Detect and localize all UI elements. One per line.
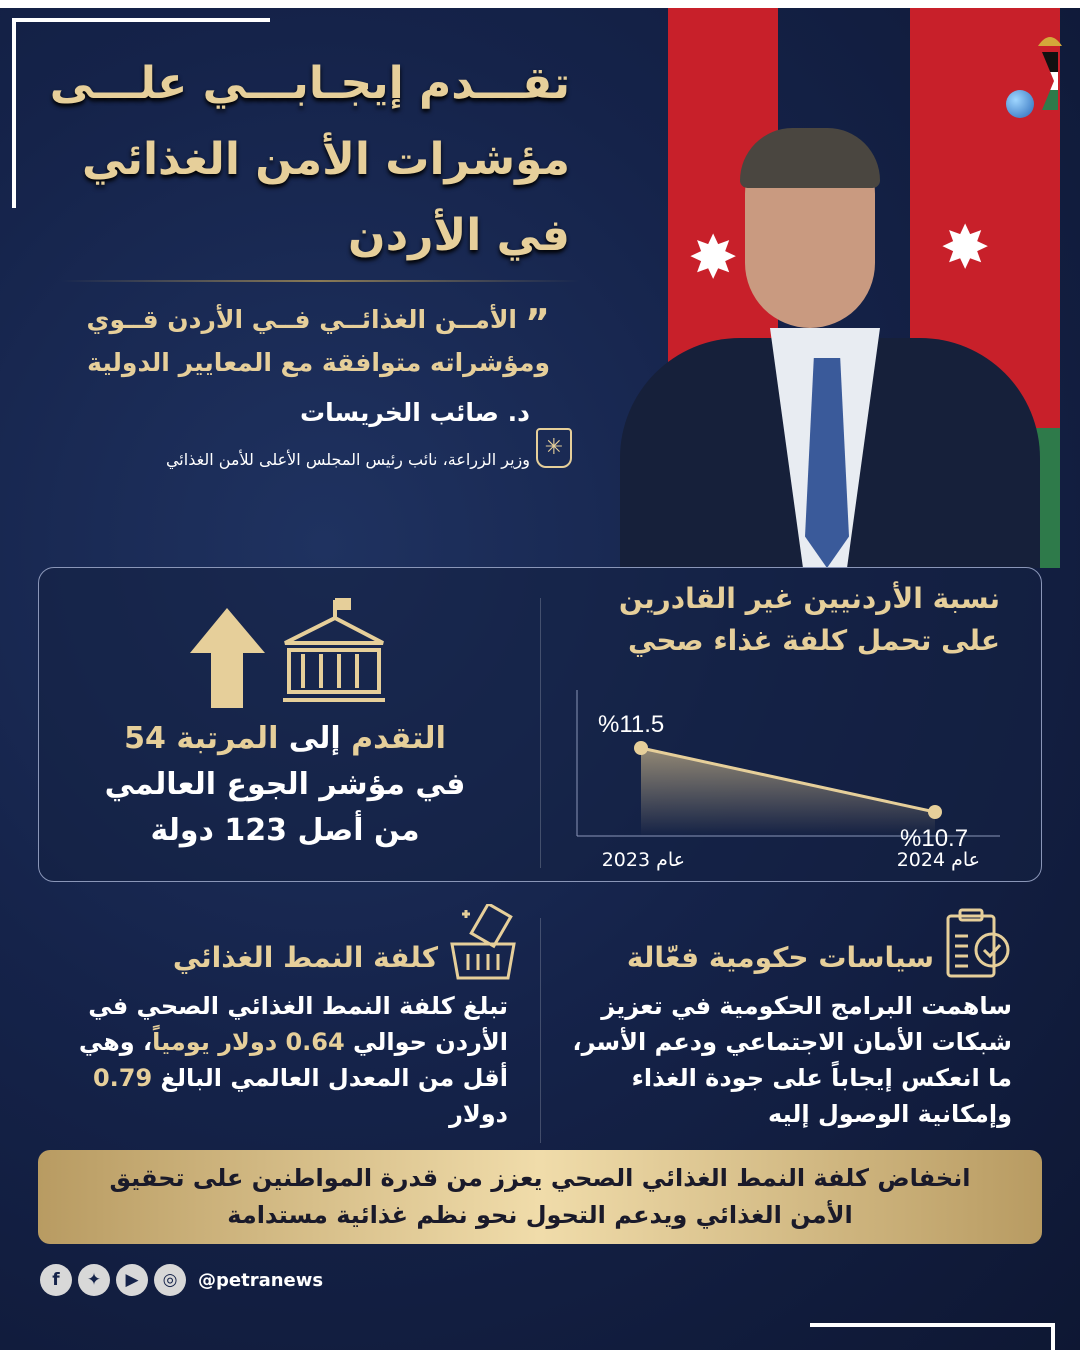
corner-frame xyxy=(12,18,270,208)
corner-frame xyxy=(810,1323,1055,1350)
global-value: 0.79 xyxy=(92,1064,153,1092)
social-footer: f ✦ ▶ ◎ @petranews xyxy=(38,1262,1042,1298)
banner-line: انخفاض كلفة النمط الغذائي الصحي يعزز من … xyxy=(109,1164,971,1192)
infographic: ✸ ✸ تقـــدم إيجـابـــي علـــى مؤشرات الأ… xyxy=(0,8,1080,1350)
body-line: وإمكانية الوصول إليه xyxy=(768,1100,1012,1128)
minister-photo: ✸ ✸ xyxy=(590,8,1080,568)
rank-text: من أصل 123 دولة xyxy=(150,813,420,848)
body-text: تبلغ كلفة النمط الغذائي الصحي في الأردن … xyxy=(88,992,508,1056)
institution-icon xyxy=(283,598,385,702)
cost-value: 0.64 دولار يومياً xyxy=(152,1028,345,1056)
divider xyxy=(60,280,580,282)
star-icon: ✸ xyxy=(688,223,739,293)
instagram-icon[interactable]: ◎ xyxy=(154,1264,186,1296)
quote-line: الأمــن الغذائــي فــي الأردن قــوي xyxy=(86,305,518,334)
cost-title: كلفة النمط الغذائي xyxy=(172,941,438,974)
rank-text: في مؤشر الجوع العالمي xyxy=(104,767,466,802)
rank-text: إلى xyxy=(278,721,341,756)
policies-title: سياسات حكومية فعّالة xyxy=(626,941,934,974)
petra-logo-icon xyxy=(1038,37,1062,110)
quote-line: ومؤشراته متوافقة مع المعايير الدولية xyxy=(87,348,550,377)
twitter-icon[interactable]: ✦ xyxy=(78,1264,110,1296)
title-line: تقـــدم إيجـابـــي علـــى xyxy=(49,58,570,109)
page-title: تقـــدم إيجـابـــي علـــى مؤشرات الأمن ا… xyxy=(20,46,570,274)
globe-icon xyxy=(1006,90,1034,118)
bottom-section: كلفة النمط الغذائي تبلغ كلفة النمط الغذا… xyxy=(38,904,1042,1298)
divider xyxy=(540,918,541,1143)
cost-section: كلفة النمط الغذائي تبلغ كلفة النمط الغذا… xyxy=(38,904,528,1132)
body-line: ساهمت البرامج الحكومية في تعزيز xyxy=(601,992,1012,1020)
data-point xyxy=(634,741,648,755)
banner-line: الأمن الغذائي ويدعم التحول نحو نظم غذائي… xyxy=(227,1201,853,1229)
quote: ”الأمــن الغذائــي فــي الأردن قــوي ومؤ… xyxy=(40,300,550,383)
cost-body: تبلغ كلفة النمط الغذائي الصحي في الأردن … xyxy=(38,988,528,1132)
facebook-icon[interactable]: f xyxy=(40,1264,72,1296)
rank-text: التقدم xyxy=(340,721,446,756)
rank-icons xyxy=(190,598,385,708)
body-text: ، وهي أقل من المعدل العالمي البالغ xyxy=(78,1028,508,1092)
title-line: في الأردن xyxy=(348,210,570,261)
series-line xyxy=(640,746,936,814)
data-label: %11.5 xyxy=(598,711,664,738)
data-label: %10.7 xyxy=(900,825,968,852)
hair xyxy=(740,128,880,188)
policies-body: ساهمت البرامج الحكومية في تعزيز شبكات ال… xyxy=(552,988,1042,1132)
rank-value: المرتبة 54 xyxy=(124,721,279,756)
ministry-badge-icon: ✳ xyxy=(536,428,572,468)
data-point xyxy=(928,805,942,819)
policies-section: سياسات حكومية فعّالة ساهمت البرامج الحكو… xyxy=(552,904,1042,1132)
line-chart: %11.5 %10.7 عام 2023 عام 2024 xyxy=(576,690,1000,871)
food-basket-icon xyxy=(450,904,516,980)
star-icon: ✸ xyxy=(940,213,991,283)
info-columns: كلفة النمط الغذائي تبلغ كلفة النمط الغذا… xyxy=(38,904,1042,1143)
area-fill xyxy=(641,748,935,836)
youtube-icon[interactable]: ▶ xyxy=(116,1264,148,1296)
chart-title: نسبة الأردنيين غير القادرين على تحمل كلف… xyxy=(618,582,1000,657)
body-text: دولار xyxy=(449,1100,508,1128)
quote-mark-icon: ” xyxy=(525,301,550,345)
clipboard-check-icon xyxy=(946,908,1010,978)
x-tick-label: عام 2023 xyxy=(602,849,685,871)
body-line: ما انعكس إيجاباً على جودة الغذاء xyxy=(631,1064,1012,1092)
x-tick-label: عام 2024 xyxy=(897,849,980,871)
rank-statement: التقدم إلى المرتبة 54 في مؤشر الجوع العا… xyxy=(50,716,520,854)
arrow-up-icon xyxy=(190,608,265,708)
speaker-name: د. صائب الخريسات xyxy=(300,398,530,427)
tie xyxy=(805,358,849,568)
conclusion-banner: انخفاض كلفة النمط الغذائي الصحي يعزز من … xyxy=(38,1150,1042,1244)
divider xyxy=(540,598,541,868)
speaker-role: وزير الزراعة، نائب رئيس المجلس الأعلى لل… xyxy=(165,450,530,469)
title-line: مؤشرات الأمن الغذائي xyxy=(81,134,570,185)
body-line: شبكات الأمان الاجتماعي ودعم الأسر، xyxy=(572,1028,1012,1056)
social-handle[interactable]: @petranews xyxy=(198,1269,324,1291)
